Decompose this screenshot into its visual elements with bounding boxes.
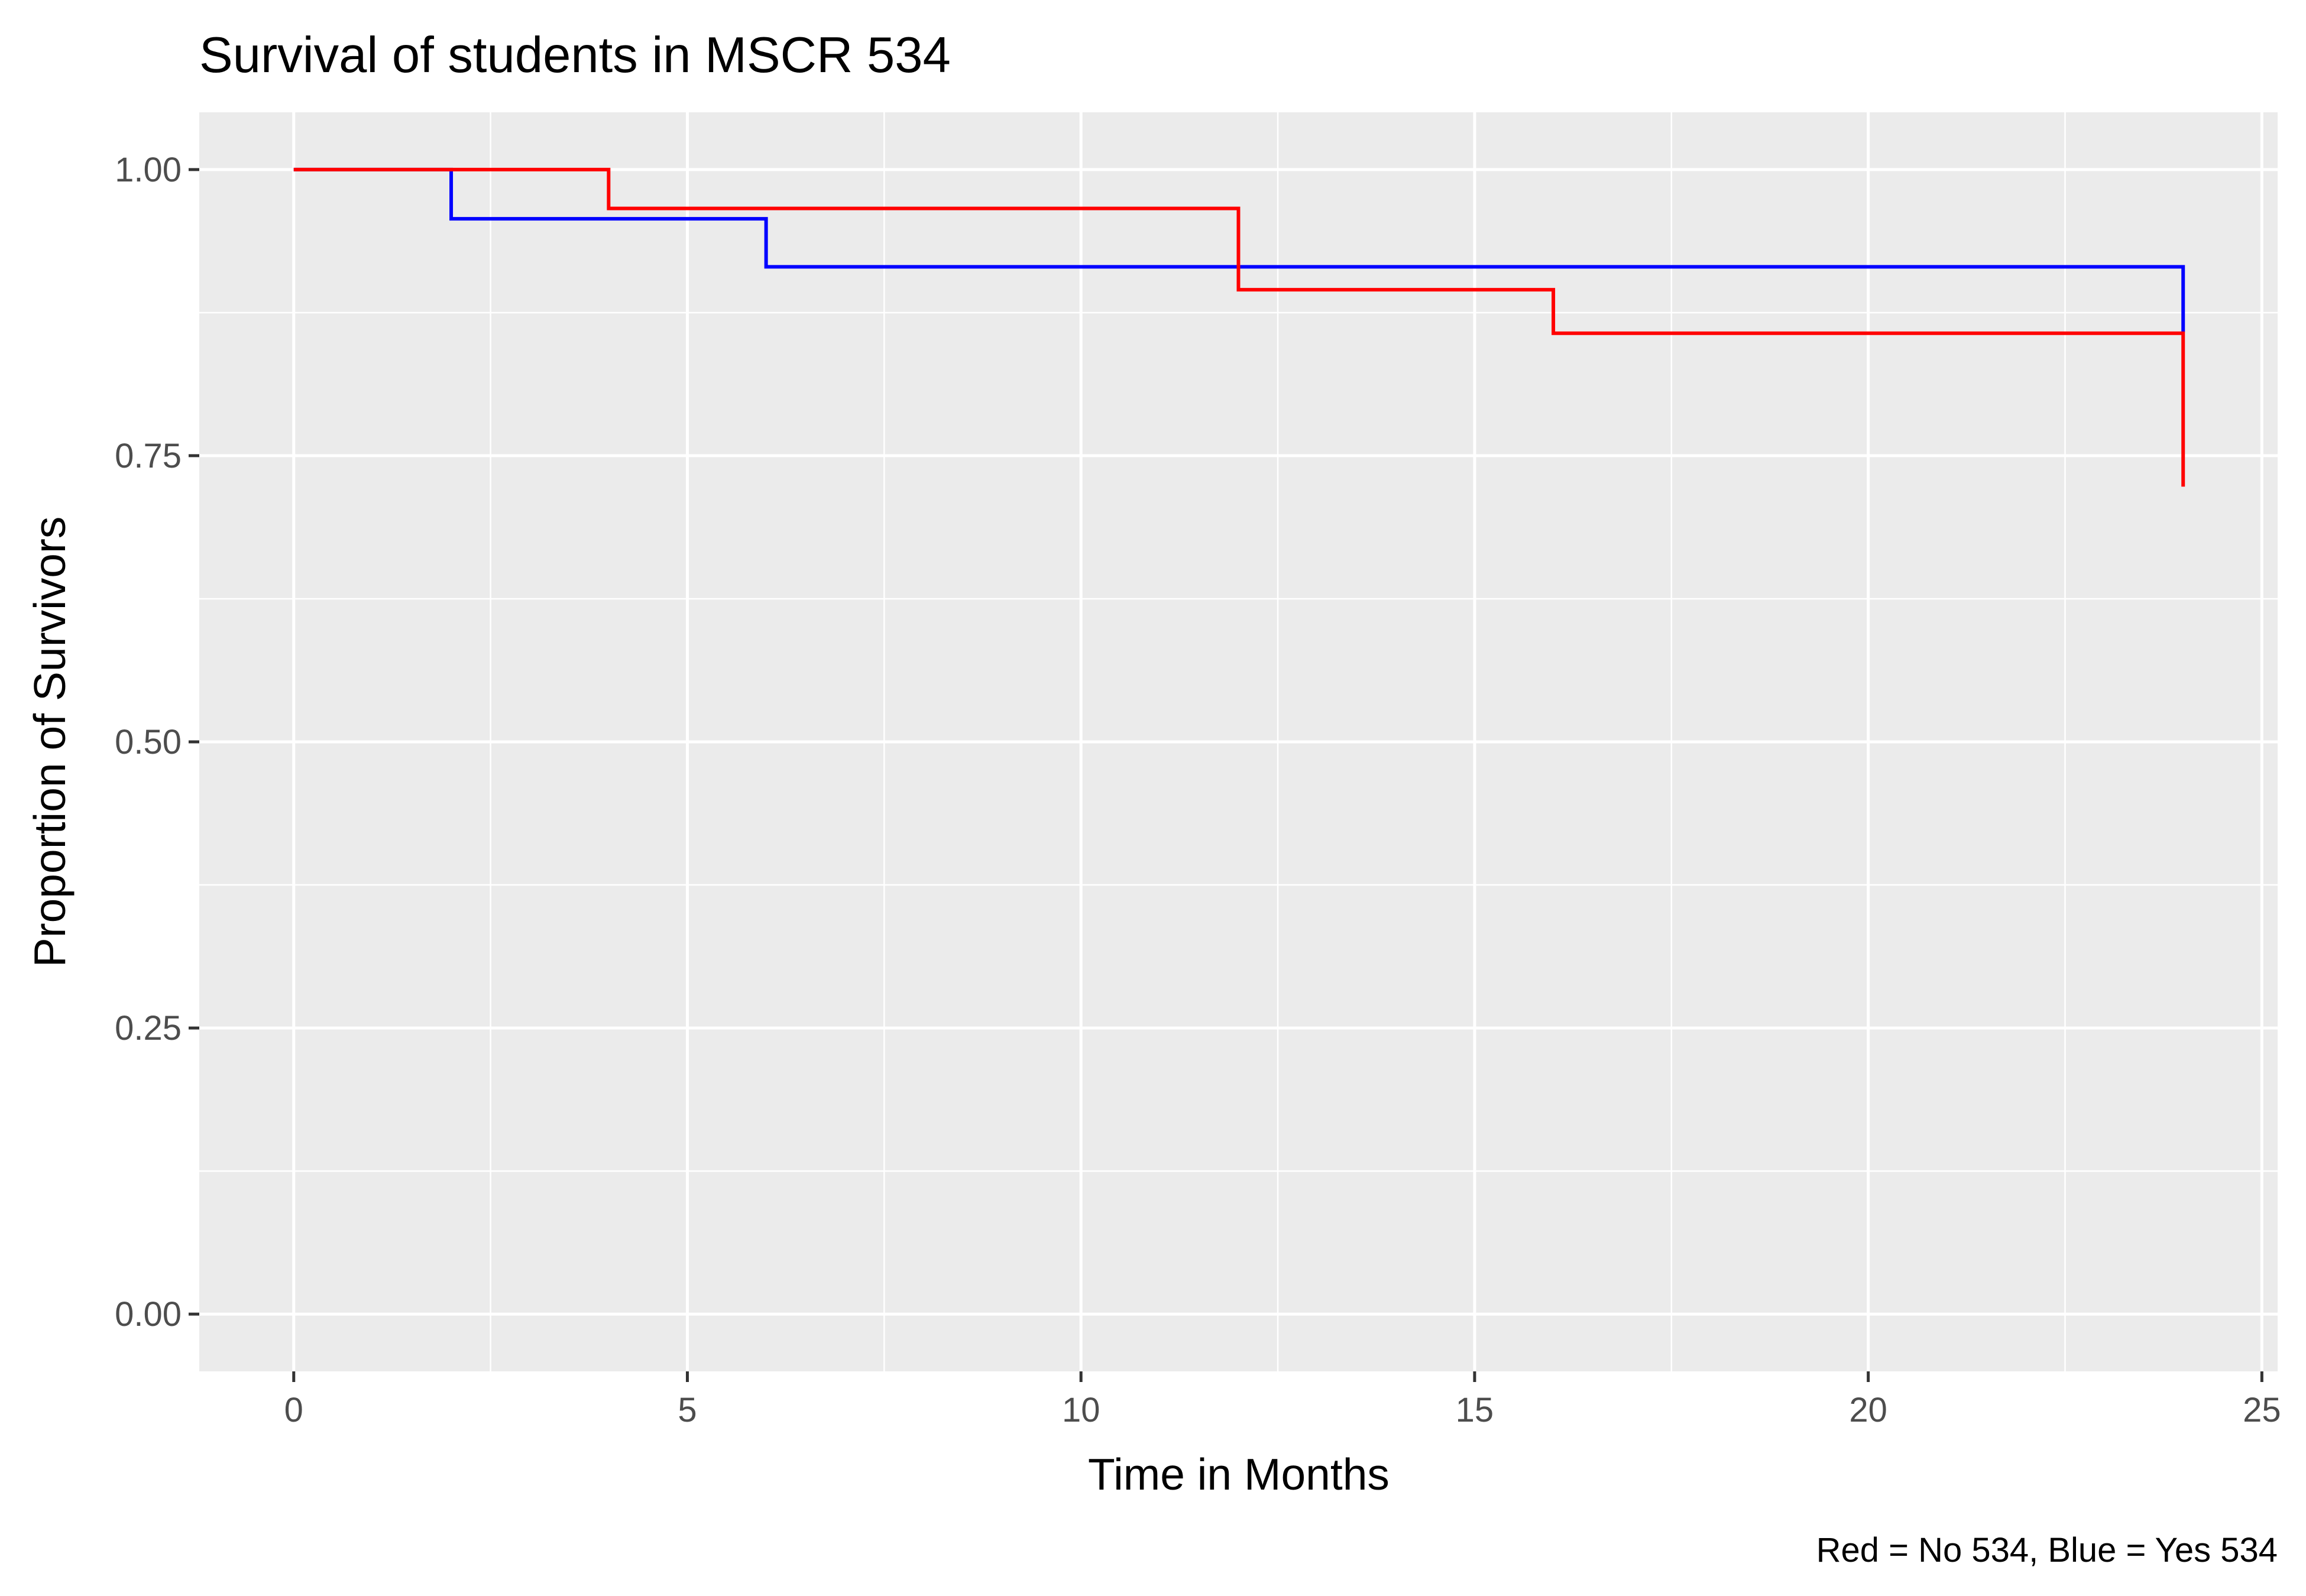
minor-grid: [199, 112, 2278, 1371]
x-tick-label: 20: [1849, 1391, 1887, 1429]
y-axis: 0.00 0.25 0.50 0.75 1.00: [115, 151, 199, 1334]
y-tick-label: 0.25: [115, 1009, 182, 1047]
chart-caption: Red = No 534, Blue = Yes 534: [1816, 1531, 2278, 1569]
y-tick-label: 0.50: [115, 723, 182, 761]
y-axis-title: Proportion of Survivors: [25, 517, 75, 968]
x-tick-label: 0: [284, 1391, 303, 1429]
x-tick-label: 5: [678, 1391, 697, 1429]
series-layer: [293, 167, 2185, 487]
series-line-2: [293, 167, 2185, 487]
x-tick-label: 10: [1062, 1391, 1100, 1429]
major-grid: [199, 112, 2278, 1371]
y-tick-label: 1.00: [115, 151, 182, 189]
chart-title: Survival of students in MSCR 534: [199, 27, 951, 83]
y-tick-label: 0.75: [115, 437, 182, 475]
x-axis: 0 5 10 15 20 25: [284, 1371, 2281, 1429]
x-tick-label: 15: [1456, 1391, 1494, 1429]
x-tick-label: 25: [2243, 1391, 2281, 1429]
x-axis-title: Time in Months: [1088, 1449, 1390, 1499]
y-tick-label: 0.00: [115, 1295, 182, 1334]
